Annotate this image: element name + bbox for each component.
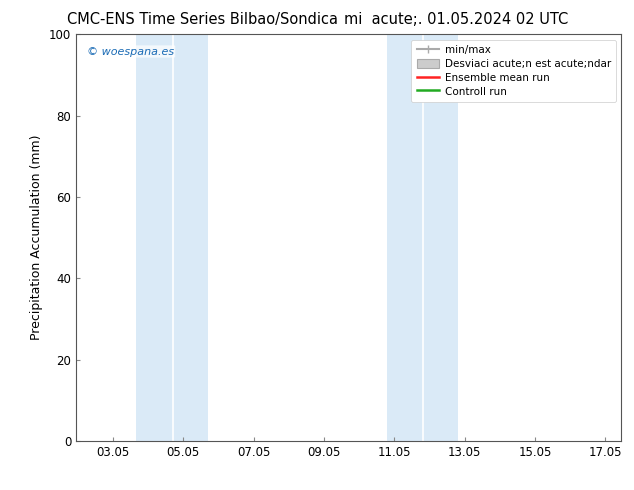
Y-axis label: Precipitation Accumulation (mm): Precipitation Accumulation (mm) <box>30 135 43 341</box>
Text: mi  acute;. 01.05.2024 02 UTC: mi acute;. 01.05.2024 02 UTC <box>344 12 569 27</box>
Bar <box>387 34 423 441</box>
Text: CMC-ENS Time Series Bilbao/Sondica: CMC-ENS Time Series Bilbao/Sondica <box>67 12 339 27</box>
Bar <box>173 34 208 441</box>
Bar <box>423 34 458 441</box>
Bar <box>136 34 173 441</box>
Text: © woespana.es: © woespana.es <box>87 47 174 56</box>
Legend: min/max, Desviaci acute;n est acute;ndar, Ensemble mean run, Controll run: min/max, Desviaci acute;n est acute;ndar… <box>411 40 616 102</box>
